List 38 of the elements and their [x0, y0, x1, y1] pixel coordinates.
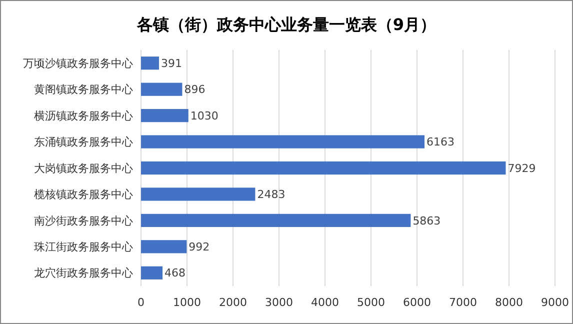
data-label: 2483 [257, 188, 286, 202]
y-tick-label: 大岗镇政务服务中心 [34, 162, 133, 175]
chart-title: 各镇（街）政务中心业务量一览表（9月） [136, 15, 436, 34]
y-tick-label: 黄阁镇政务服务中心 [34, 83, 133, 96]
bar [141, 188, 256, 201]
data-label: 6163 [426, 136, 454, 149]
x-tick-label: 6000 [403, 296, 431, 309]
bar [141, 109, 188, 122]
x-tick-label: 9000 [541, 296, 569, 309]
data-label: 468 [164, 266, 186, 280]
bar [141, 56, 159, 70]
x-tick-label: 8000 [495, 296, 523, 309]
data-label: 7929 [508, 162, 536, 175]
x-tick-label: 1000 [173, 296, 201, 309]
bar [141, 214, 411, 227]
data-label: 992 [188, 240, 210, 254]
y-tick-label: 万顷沙镇政务服务中心 [23, 56, 133, 70]
data-label: 5863 [412, 214, 441, 228]
y-tick-label: 南沙街政务服务中心 [34, 214, 133, 228]
y-tick-label: 珠江街政务服务中心 [34, 240, 133, 254]
bar [141, 266, 163, 280]
bar [141, 240, 187, 254]
bar [141, 135, 424, 148]
x-tick-label: 5000 [357, 296, 385, 309]
y-tick-label: 横沥镇政务服务中心 [34, 109, 133, 122]
data-label: 896 [184, 83, 206, 96]
x-tick-label: 4000 [311, 296, 339, 309]
y-tick-label: 榄核镇政务服务中心 [34, 188, 133, 202]
x-tick-label: 3000 [265, 296, 293, 309]
y-tick-label: 东涌镇政务服务中心 [34, 136, 133, 149]
bar [141, 82, 182, 96]
data-label: 391 [160, 56, 182, 70]
x-tick-label: 0 [138, 296, 144, 309]
data-label: 1030 [190, 109, 218, 122]
y-tick-label: 龙穴街政务服务中心 [34, 266, 133, 280]
bar [141, 161, 506, 175]
x-tick-label: 7000 [449, 296, 477, 309]
x-tick-label: 2000 [219, 296, 247, 309]
